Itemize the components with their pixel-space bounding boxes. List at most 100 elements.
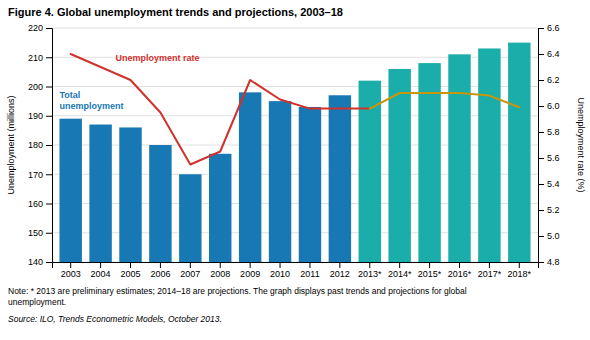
tick: 2008 <box>210 262 230 279</box>
bar <box>179 174 201 262</box>
tick: 5.8 <box>538 127 560 137</box>
tick-mark <box>100 262 101 268</box>
tick: 150 <box>28 228 52 238</box>
tick: 160 <box>28 199 52 209</box>
bar <box>478 48 500 262</box>
tick: 6.2 <box>538 75 560 85</box>
tick-label: 140 <box>28 257 43 267</box>
tick-label: 220 <box>28 23 43 33</box>
tick-mark <box>130 262 131 268</box>
tick: 2010 <box>270 262 290 279</box>
axis-line <box>539 29 545 263</box>
tick: 2017* <box>478 262 502 279</box>
annotations: Unemployment rate Totalunemployment <box>59 53 199 111</box>
tick-label: 2011 <box>300 269 319 279</box>
tick: 2012 <box>330 262 350 279</box>
tick-mark <box>538 184 544 185</box>
tick-mark <box>46 262 52 263</box>
tick-mark <box>399 262 400 268</box>
source: Source: ILO, Trends Econometric Models, … <box>8 314 222 324</box>
tick-mark <box>489 262 490 268</box>
bar <box>329 95 351 262</box>
bar <box>508 43 530 262</box>
tick: 2007 <box>180 262 200 279</box>
tick-mark <box>46 116 52 117</box>
tick-mark <box>46 145 52 146</box>
annotation: Unemployment rate <box>116 53 200 63</box>
tick: 2004 <box>91 262 111 279</box>
y2-axis: 4.85.05.25.45.65.86.06.26.46.6 <box>538 23 560 267</box>
tick: 2009 <box>240 262 260 279</box>
tick-label: 5.0 <box>547 231 560 241</box>
tick-mark <box>309 262 310 268</box>
title: Figure 4. Global unemployment trends and… <box>8 6 343 18</box>
y-axis-title: Unemployment (millions) <box>6 95 16 194</box>
tick-label: 160 <box>28 199 43 209</box>
tick-mark <box>46 28 52 29</box>
tick-label: 2013* <box>358 269 382 279</box>
bar <box>89 125 111 262</box>
bar <box>239 92 261 262</box>
tick: 5.2 <box>538 205 560 215</box>
tick-mark <box>280 262 281 268</box>
grid <box>52 28 538 262</box>
axis-line <box>53 263 539 269</box>
tick-mark <box>538 262 544 263</box>
tick: 170 <box>28 170 52 180</box>
tick-mark <box>160 262 161 268</box>
tick-label: 5.2 <box>547 205 560 215</box>
tick: 2015* <box>418 262 442 279</box>
tick-label: 2012 <box>330 269 350 279</box>
tick-label: 170 <box>28 170 43 180</box>
bar <box>59 119 81 262</box>
tick-label: 190 <box>28 111 43 121</box>
tick: 2013* <box>358 262 382 279</box>
tick: 5.4 <box>538 179 560 189</box>
tick-label: 2015* <box>418 269 442 279</box>
tick-label: 6.4 <box>547 49 560 59</box>
tick-label: 5.4 <box>547 179 560 189</box>
bar <box>269 101 291 262</box>
tick: 180 <box>28 140 52 150</box>
tick-label: 6.6 <box>547 23 560 33</box>
y-axis: 140150160170180190200210220 <box>28 23 53 267</box>
tick-label: 2009 <box>240 269 260 279</box>
plot-area: 2003200420052006200720082009201020112012… <box>28 23 560 279</box>
axis-line <box>46 29 53 263</box>
chart: 2003200420052006200720082009201020112012… <box>0 0 590 340</box>
annotation: Totalunemployment <box>59 90 123 111</box>
tick-label: 4.8 <box>547 257 560 267</box>
y2-axis-title: Unemployment rate (%) <box>576 97 586 192</box>
bar <box>149 145 171 262</box>
tick: 2014* <box>388 262 412 279</box>
tick-label: 2008 <box>210 269 230 279</box>
tick-label: 200 <box>28 82 43 92</box>
tick: 4.8 <box>538 257 560 267</box>
tick: 2005 <box>120 262 140 279</box>
note: Note: * 2013 are preliminary estimates; … <box>8 286 467 307</box>
tick: 6.4 <box>538 49 560 59</box>
tick-mark <box>429 262 430 268</box>
tick-mark <box>46 204 52 205</box>
tick-mark <box>538 210 544 211</box>
grid-line <box>52 28 538 29</box>
bar <box>299 107 321 262</box>
tick-mark <box>190 262 191 268</box>
tick-label: 2006 <box>150 269 170 279</box>
tick-label: 2010 <box>270 269 290 279</box>
tick-mark <box>339 262 340 268</box>
line <box>370 93 520 109</box>
tick-label: 2018* <box>508 269 532 279</box>
tick-mark <box>538 80 544 81</box>
tick-label: 2017* <box>478 269 502 279</box>
tick-label: 2014* <box>388 269 412 279</box>
tick-mark <box>538 54 544 55</box>
tick: 6.0 <box>538 101 560 111</box>
tick-mark <box>538 106 544 107</box>
tick-label: 180 <box>28 140 43 150</box>
tick-label: 2004 <box>91 269 111 279</box>
x-axis: 2003200420052006200720082009201020112012… <box>53 262 539 279</box>
tick-mark <box>70 262 71 268</box>
tick-mark <box>538 158 544 159</box>
tick-label: 2005 <box>120 269 140 279</box>
